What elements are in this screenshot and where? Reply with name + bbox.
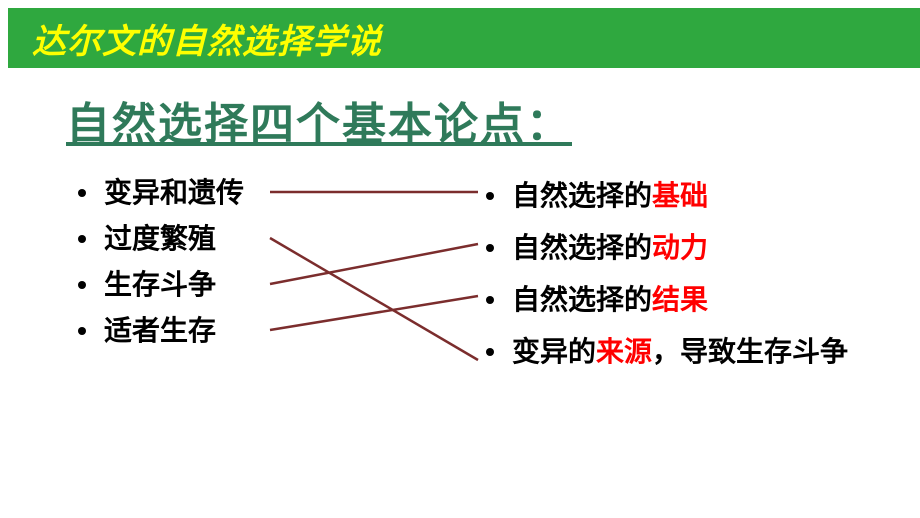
right-list: 自然选择的基础 自然选择的动力 自然选择的结果 变异的来源，导致生存斗争: [486, 170, 886, 378]
bullet-icon: [78, 327, 86, 335]
bullet-icon: [486, 244, 494, 252]
right-item-text: 自然选择的结果: [512, 274, 886, 326]
right-suffix: ，导致生存斗争: [652, 336, 848, 367]
right-item-text: 自然选择的基础: [512, 170, 886, 222]
bullet-icon: [78, 235, 86, 243]
header-title: 达尔文的自然选择学说: [32, 14, 382, 63]
connection-line: [270, 238, 478, 360]
left-item-text: 过度繁殖: [104, 216, 216, 262]
left-item-text: 适者生存: [104, 308, 216, 354]
bullet-icon: [486, 296, 494, 304]
bullet-icon: [78, 189, 86, 197]
left-list: 变异和遗传 过度繁殖 生存斗争 适者生存: [78, 170, 244, 354]
left-item-text: 变异和遗传: [104, 170, 244, 216]
header-band: 达尔文的自然选择学说: [8, 8, 920, 68]
right-item-text: 变异的来源，导致生存斗争: [512, 326, 886, 378]
right-prefix: 变异的: [512, 336, 596, 367]
right-item-4: 变异的来源，导致生存斗争: [486, 326, 886, 378]
right-emph: 动力: [652, 232, 708, 263]
left-item-3: 生存斗争: [78, 262, 244, 308]
right-emph: 来源: [596, 336, 652, 367]
right-item-3: 自然选择的结果: [486, 274, 886, 326]
right-item-2: 自然选择的动力: [486, 222, 886, 274]
right-prefix: 自然选择的: [512, 232, 652, 263]
right-emph: 基础: [652, 180, 708, 211]
bullet-icon: [486, 348, 494, 356]
left-item-2: 过度繁殖: [78, 216, 244, 262]
bullet-icon: [486, 192, 494, 200]
right-prefix: 自然选择的: [512, 284, 652, 315]
connection-line: [270, 296, 478, 330]
right-item-1: 自然选择的基础: [486, 170, 886, 222]
subtitle: 自然选择四个基本论点：: [66, 88, 572, 152]
left-item-4: 适者生存: [78, 308, 244, 354]
right-emph: 结果: [652, 284, 708, 315]
right-item-text: 自然选择的动力: [512, 222, 886, 274]
bullet-icon: [78, 281, 86, 289]
left-item-1: 变异和遗传: [78, 170, 244, 216]
left-item-text: 生存斗争: [104, 262, 216, 308]
right-prefix: 自然选择的: [512, 180, 652, 211]
connection-line: [270, 244, 478, 284]
